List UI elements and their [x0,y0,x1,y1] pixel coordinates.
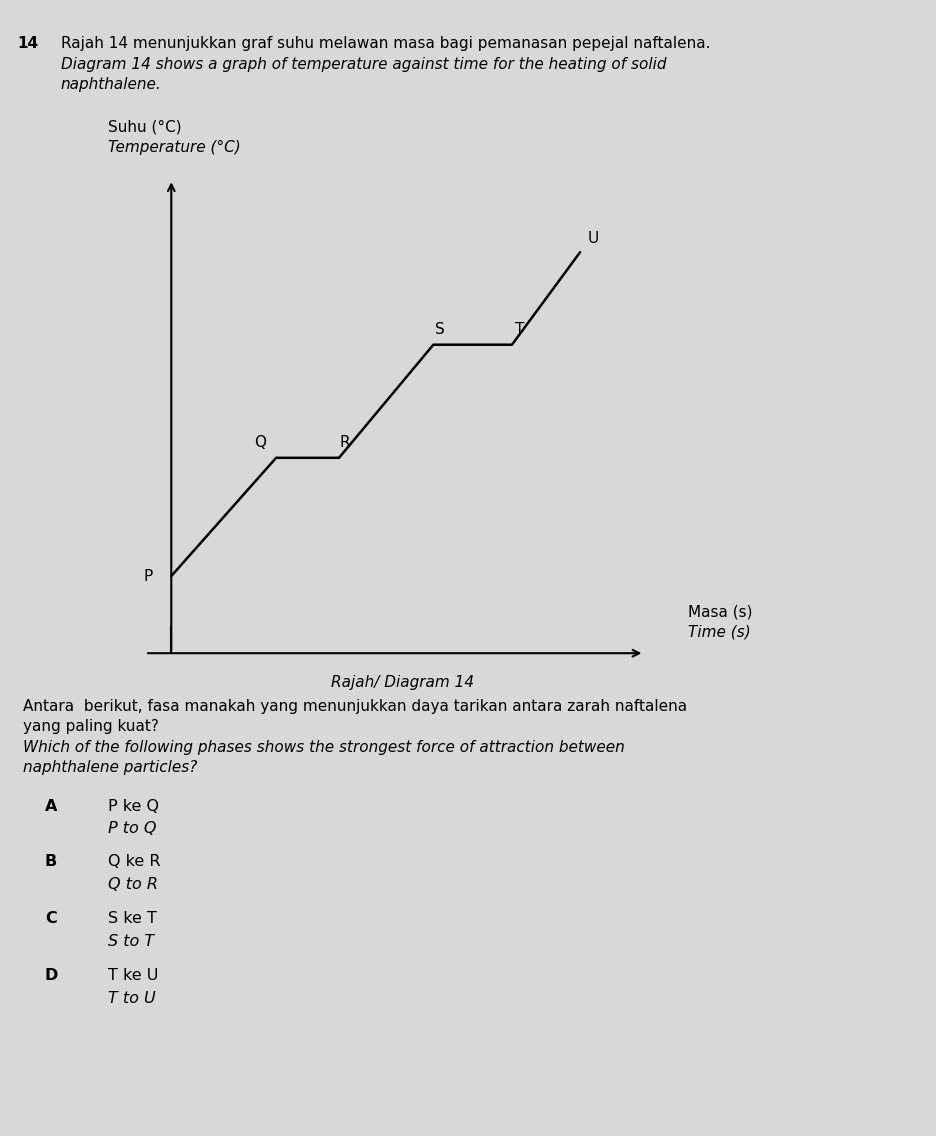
Text: Diagram 14 shows a graph of temperature against time for the heating of solid: Diagram 14 shows a graph of temperature … [61,57,666,72]
Text: Q ke R: Q ke R [108,854,160,869]
Text: S: S [435,321,445,337]
Text: Suhu (°C): Suhu (°C) [108,119,182,134]
Text: T to U: T to U [108,991,155,1005]
Text: Time (s): Time (s) [688,625,751,640]
Text: Q: Q [255,435,267,450]
Text: P to Q: P to Q [108,821,156,836]
Text: Antara  berikut, fasa manakah yang menunjukkan daya tarikan antara zarah naftale: Antara berikut, fasa manakah yang menunj… [23,699,688,713]
Text: S to T: S to T [108,934,154,949]
Text: Masa (s): Masa (s) [688,604,753,619]
Text: T: T [515,321,524,337]
Text: P: P [144,569,153,584]
Text: A: A [45,799,57,813]
Text: Q to R: Q to R [108,877,157,892]
Text: 14: 14 [17,36,38,51]
Text: naphthalene.: naphthalene. [61,77,162,92]
Text: T ke U: T ke U [108,968,158,983]
Text: yang paling kuat?: yang paling kuat? [23,719,159,734]
Text: Rajah/ Diagram 14: Rajah/ Diagram 14 [331,675,474,690]
Text: Which of the following phases shows the strongest force of attraction between: Which of the following phases shows the … [23,740,625,754]
Text: B: B [45,854,57,869]
Text: P ke Q: P ke Q [108,799,158,813]
Text: R: R [340,435,351,450]
Text: D: D [45,968,58,983]
Text: Temperature (°C): Temperature (°C) [108,140,241,154]
Text: C: C [45,911,57,926]
Text: naphthalene particles?: naphthalene particles? [23,760,197,775]
Text: Rajah 14 menunjukkan graf suhu melawan masa bagi pemanasan pepejal naftalena.: Rajah 14 menunjukkan graf suhu melawan m… [61,36,710,51]
Text: U: U [588,231,599,247]
Text: S ke T: S ke T [108,911,156,926]
